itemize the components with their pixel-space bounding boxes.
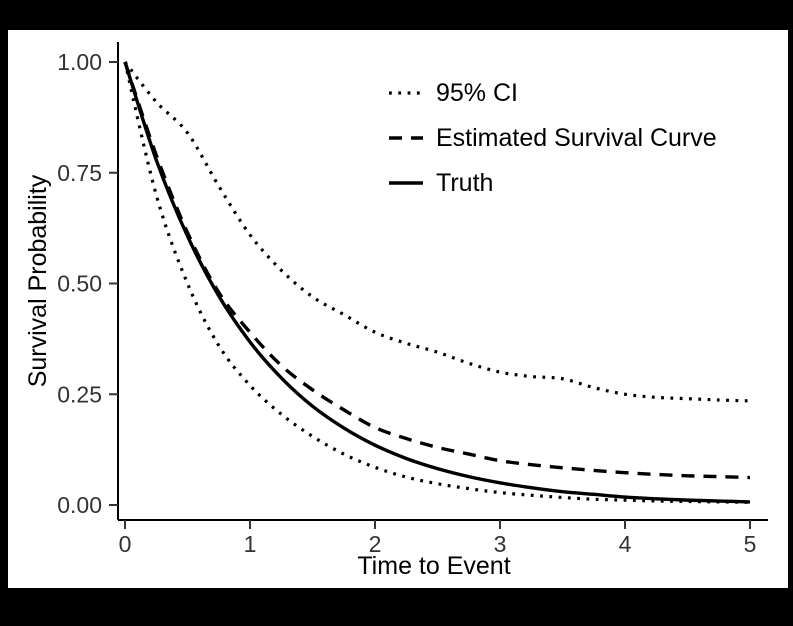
series-95-ci-lower	[123, 61, 751, 504]
survival-chart: 0 1 2 3 4 5 0.00 0.25 0.50 0.75 1.00	[57, 42, 768, 557]
x-tick-label: 2	[369, 531, 382, 557]
dotted-line-key-icon	[389, 91, 423, 95]
dashed-line-key-icon	[389, 136, 423, 140]
plot-panel: 0 1 2 3 4 5 0.00 0.25 0.50 0.75 1.00 Time to Event…	[8, 30, 788, 588]
y-tick-label: 0.00	[57, 492, 102, 518]
x-tick-label: 4	[619, 531, 632, 557]
series-truth	[123, 61, 751, 504]
y-axis-title: Survival Probability	[24, 174, 52, 388]
y-tick-label: 1.00	[57, 49, 102, 75]
x-tick-label: 5	[744, 531, 757, 557]
y-tick-label: 0.50	[57, 271, 102, 297]
x-tick-label: 3	[494, 531, 507, 557]
legend-label-truth: Truth	[436, 168, 494, 197]
x-tick-label: 0	[119, 531, 132, 557]
legend-item-estimate: Estimated Survival Curve	[386, 123, 717, 153]
legend-label-ci: 95% CI	[436, 78, 518, 107]
legend-item-truth: Truth	[386, 168, 717, 198]
y-tick-label: 0.25	[57, 381, 102, 407]
legend-label-estimate: Estimated Survival Curve	[436, 123, 717, 152]
series-estimated-survival-curve	[123, 61, 751, 480]
x-axis-title: Time to Event	[357, 552, 511, 580]
x-tick-label: 1	[244, 531, 257, 557]
legend-item-ci: 95% CI	[386, 78, 717, 108]
solid-line-key-icon	[389, 181, 423, 185]
y-tick-label: 0.75	[57, 160, 102, 186]
legend: 95% CI Estimated Survival Curve Truth	[386, 78, 717, 198]
